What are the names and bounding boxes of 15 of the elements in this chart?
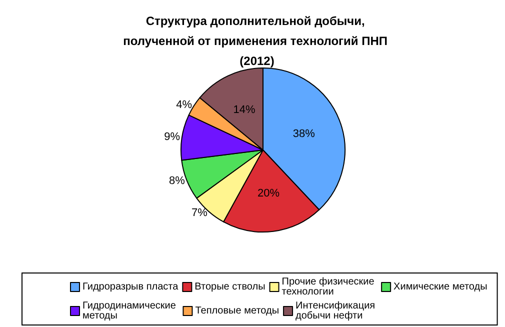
legend-label: Интенсификация добычи нефти [296, 300, 378, 322]
data-label: 38% [292, 128, 316, 140]
data-label: 4% [176, 98, 192, 111]
data-label: 20% [258, 188, 280, 200]
data-label: 7% [192, 207, 208, 220]
data-label: 14% [233, 104, 256, 116]
chart-title: Структура дополнительной добычи, полученной от применения технологий ПНП (2012) [123, 14, 391, 68]
legend-label: Прочие физические технологии [282, 276, 378, 298]
legend-label: Гидроразрыв пласта [82, 282, 179, 292]
legend-label: Химические методы [394, 282, 488, 292]
data-label: 8% [168, 174, 186, 187]
legend-label: Тепловые методы [195, 306, 280, 316]
data-label: 9% [164, 130, 180, 143]
legend-label: Гидродинамические методы [82, 300, 179, 322]
legend-label: Вторые стволы [194, 282, 266, 292]
